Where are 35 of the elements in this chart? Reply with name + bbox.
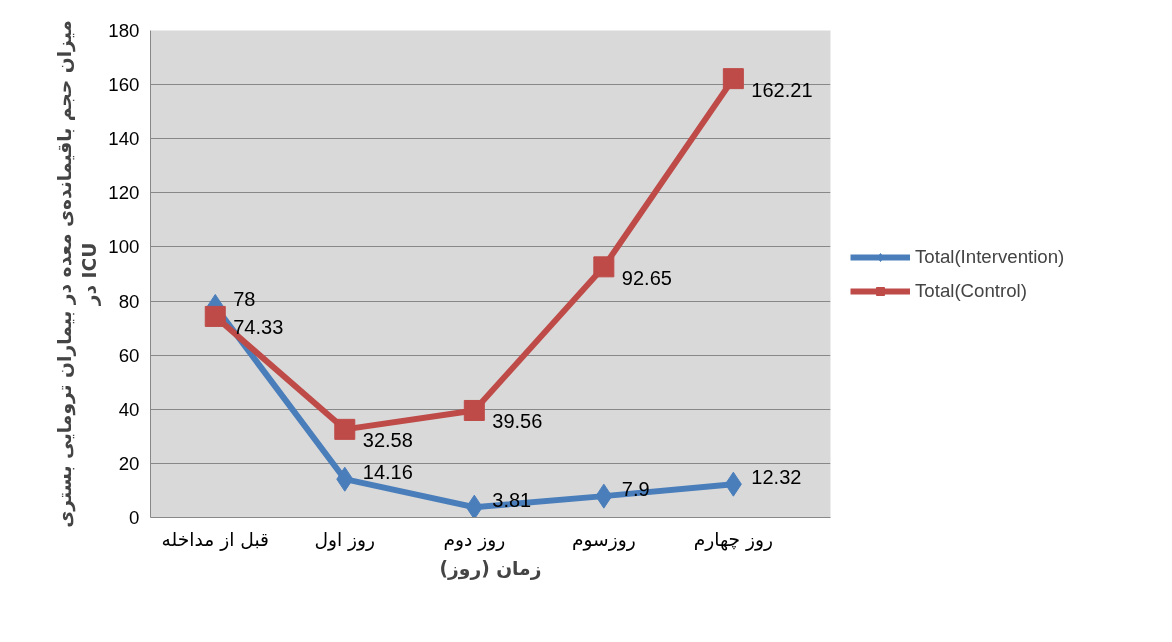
data-label: 32.58 (362, 429, 413, 452)
x-tick-label: روزسوم (571, 528, 636, 551)
point (204, 305, 226, 327)
y-tick-label: 20 (118, 452, 140, 474)
y-axis-title: میزان حجم باقیمانده‌ی معده در بیماران ترومایی بستری در ICU (54, 20, 102, 528)
y-tick-label: 40 (118, 398, 140, 420)
y-tick-label: 120 (108, 182, 140, 204)
x-tick-label: قبل از مداخله (161, 528, 269, 551)
point (463, 399, 485, 421)
data-label: 39.56 (492, 410, 543, 433)
y-tick-label: 0 (129, 507, 140, 528)
data-label: 78 (233, 288, 256, 311)
point (465, 494, 483, 518)
data-label: 12.32 (751, 466, 802, 489)
data-label: 14.16 (362, 461, 413, 484)
x-axis-title: زمان (روز) (439, 557, 542, 580)
legend-label: Total(Intervention) (915, 245, 1065, 268)
y-tick-label: 180 (108, 20, 140, 41)
y-tick-label: 60 (118, 344, 140, 366)
data-label: 7.9 (621, 478, 650, 501)
y-tick-label: 80 (118, 290, 140, 312)
x-tick-label: روز اول (314, 528, 376, 551)
x-tick-label: روز دوم (443, 528, 506, 551)
point (593, 256, 615, 278)
y-tick-label: 160 (108, 74, 140, 96)
y-tick-label: 140 (108, 128, 140, 150)
data-label: 74.33 (233, 316, 284, 339)
data-label: 3.81 (492, 489, 532, 512)
data-label: 92.65 (621, 266, 672, 289)
point (722, 68, 744, 90)
x-tick-label: روز چهارم (693, 528, 774, 551)
point (334, 418, 356, 440)
y-tick-label: 100 (108, 236, 140, 258)
legend-label: Total(Control) (915, 279, 1027, 302)
data-label: 162.21 (751, 78, 813, 101)
